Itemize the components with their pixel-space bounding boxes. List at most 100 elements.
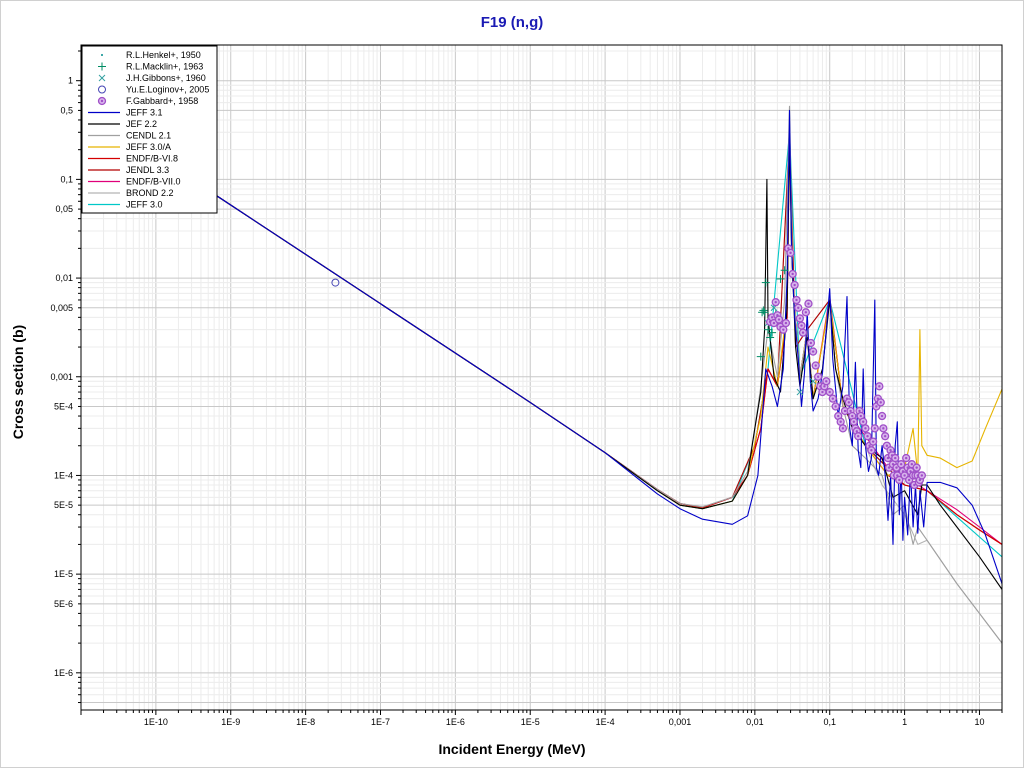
data-point	[761, 278, 770, 287]
data-point	[808, 347, 818, 356]
data-point	[870, 424, 879, 433]
data-point	[863, 432, 872, 441]
data-point	[861, 424, 870, 433]
data-point	[831, 402, 840, 411]
data-point	[790, 280, 799, 290]
y-tick-label: 0,05	[55, 204, 73, 214]
series-line-jeff-3-1	[81, 105, 1002, 584]
data-point	[804, 299, 813, 308]
y-tick-label: 5E-6	[54, 599, 73, 609]
y-tick-label: 0,01	[55, 273, 73, 283]
data-point	[902, 453, 911, 463]
x-tick-label: 1E-7	[371, 717, 390, 727]
legend-item-jeff-3-0-a: JEFF 3.0/A	[88, 142, 171, 152]
legend-label: JEFF 3.1	[126, 108, 163, 118]
x-tick-label: 0,01	[746, 717, 764, 727]
data-point	[797, 321, 806, 330]
legend-label: F.Gabbard+, 1958	[126, 96, 198, 106]
data-point	[868, 437, 878, 446]
legend-label: R.L.Macklin+, 1963	[126, 62, 203, 72]
data-point	[838, 424, 848, 433]
x-tick-label: 1E-4	[596, 717, 615, 727]
legend-swatch	[98, 62, 106, 71]
data-point	[806, 338, 816, 348]
legend-label: JEFF 3.0	[126, 200, 163, 210]
legend-item-endf-b-vi-8: ENDF/B-VI.8	[88, 154, 178, 164]
data-point	[796, 388, 804, 396]
data-point	[897, 460, 906, 469]
series-markers-r-l-macklin-1963	[756, 266, 789, 361]
legend-swatch	[101, 54, 103, 56]
legend: R.L.Henkel+, 1950 R.L.Macklin+, 1963J.H.G…	[81, 45, 218, 214]
data-point	[792, 295, 801, 305]
chart-title: F19 (n,g)	[480, 14, 544, 31]
y-tick-label: 0,001	[50, 372, 73, 382]
legend-label: R.L.Henkel+, 1950	[126, 50, 201, 60]
data-point	[759, 306, 768, 315]
data-point	[876, 398, 885, 407]
plot-border	[80, 44, 1003, 711]
data-point	[836, 417, 845, 426]
legend-item-jeff-3-1: JEFF 3.1	[88, 108, 163, 118]
data-point	[891, 453, 900, 463]
data-point	[331, 278, 340, 287]
data-point	[756, 352, 765, 361]
legend-label: JEFF 3.0/A	[126, 142, 171, 152]
legend-label: Yu.E.Loginov+, 2005	[126, 85, 209, 95]
legend-item-jeff-3-0: JEFF 3.0	[88, 200, 163, 210]
legend-label: JENDL 3.3	[126, 165, 169, 175]
data-point	[844, 398, 853, 407]
tick-labels: 1E-10 1E-9 1E-8 1E-7 1E-6 1E-5 1E-4 0,001 0,01 0,…	[50, 50, 1003, 727]
data-point	[854, 432, 863, 441]
legend-item-brond-2-2: BROND 2.2	[88, 188, 174, 198]
y-tick-label: 0,5	[60, 105, 73, 115]
legend-item-jef-2-2: JEF 2.2	[88, 119, 157, 129]
data-point	[801, 308, 811, 317]
x-tick-label: 1E-5	[521, 717, 540, 727]
data-point	[895, 475, 904, 485]
data-point	[794, 303, 803, 312]
y-tick-label: 1E-4	[54, 470, 73, 480]
series-markers-f-gabbard-1958	[765, 244, 926, 490]
data-point	[760, 308, 769, 317]
data-point	[788, 269, 797, 279]
data-point	[881, 432, 890, 441]
y-tick-label: 0,1	[60, 174, 73, 184]
y-tick-label: 0,005	[50, 303, 73, 313]
data-point	[859, 417, 868, 426]
x-tick-label: 1E-8	[296, 717, 315, 727]
data-point	[879, 424, 888, 433]
data-point	[917, 471, 926, 480]
data-point	[771, 298, 780, 307]
data-point	[875, 382, 884, 391]
data-point	[766, 333, 775, 342]
data-point	[811, 361, 820, 370]
legend-item-f-gabbard-1958: F.Gabbard+, 1958	[97, 96, 198, 106]
legend-label: CENDL 2.1	[126, 131, 171, 141]
legend-swatch	[98, 74, 106, 82]
y-tick-label: 1E-6	[54, 668, 73, 678]
data-point	[867, 446, 876, 455]
series-markers-yu-e-loginov-2005	[331, 278, 340, 287]
data-point	[781, 318, 791, 328]
data-point	[776, 274, 785, 283]
y-tick-label: 1	[68, 76, 73, 86]
data-point	[780, 266, 789, 275]
data-point	[822, 377, 831, 386]
x-tick-label: 1	[902, 717, 907, 727]
legend-box	[81, 45, 218, 214]
data-point	[877, 411, 887, 421]
data-point	[779, 325, 788, 334]
series-layer	[81, 105, 1002, 644]
legend-item-r-l-henkel-1950: R.L.Henkel+, 1950	[101, 50, 201, 60]
x-tick-label: 1E-10	[144, 717, 168, 727]
legend-label: JEF 2.2	[126, 119, 157, 129]
data-point	[849, 417, 858, 426]
x-axis-label: Incident Energy (MeV)	[438, 741, 586, 757]
legend-label: BROND 2.2	[126, 188, 174, 198]
legend-swatch	[98, 85, 106, 94]
y-tick-label: 5E-4	[54, 401, 73, 411]
x-tick-label: 0,001	[669, 717, 692, 727]
data-point	[786, 248, 795, 258]
